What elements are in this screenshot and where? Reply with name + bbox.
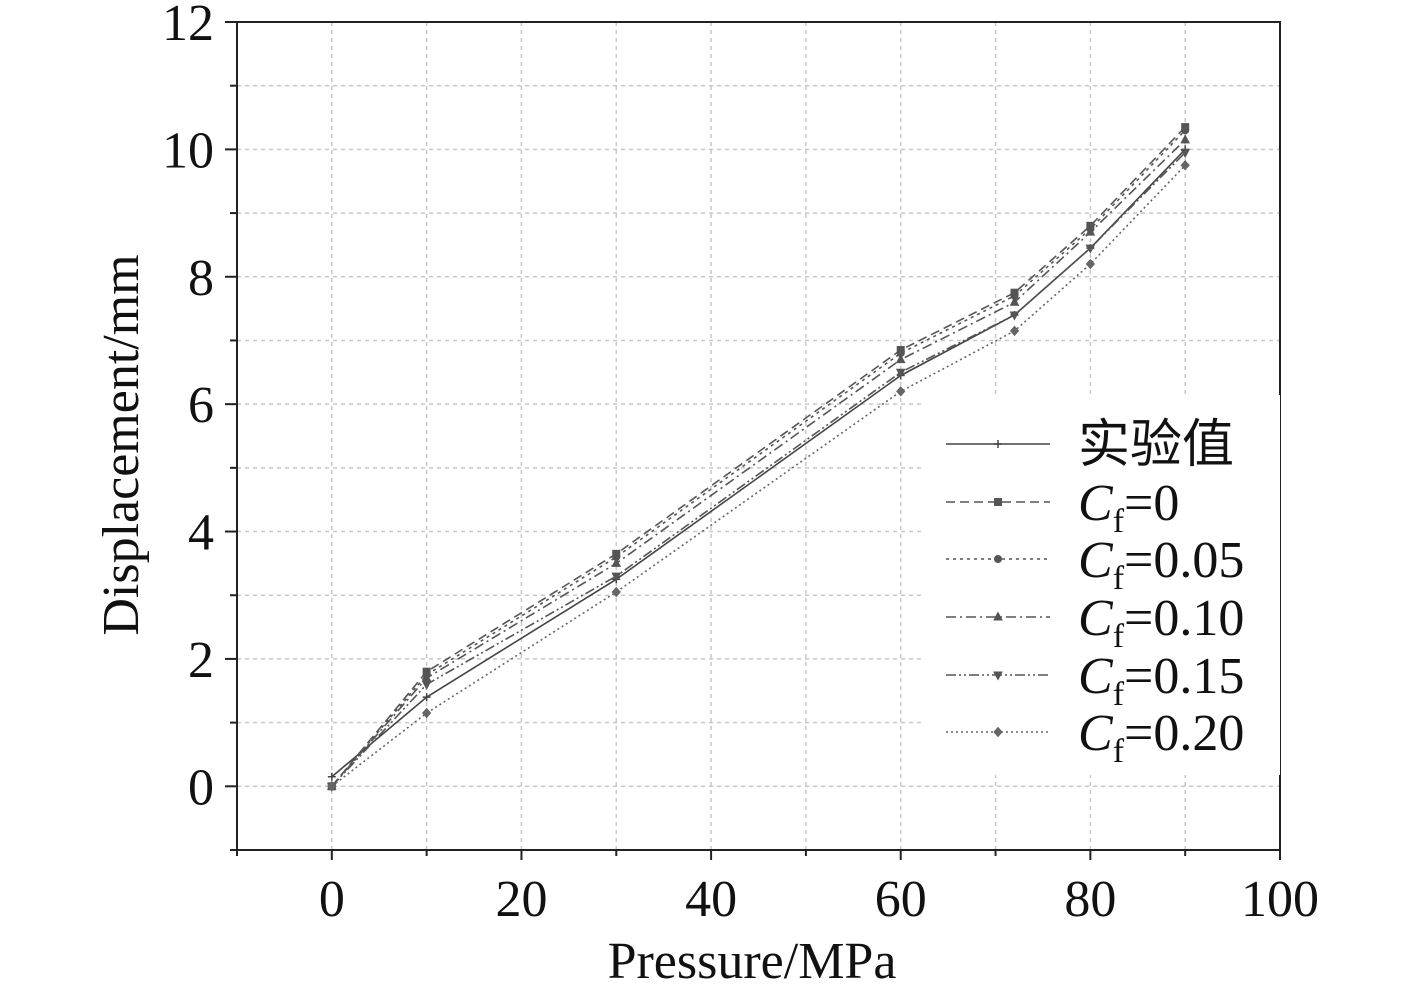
data-point <box>895 368 906 378</box>
legend-marker <box>993 611 1003 621</box>
legend-label-subscript: f <box>1113 503 1125 540</box>
legend-entry: Cf=0 <box>946 475 1179 540</box>
y-tick-label: 2 <box>188 632 214 689</box>
legend-label-main: C <box>1078 590 1114 647</box>
x-tick-label: 40 <box>685 871 737 928</box>
data-point <box>1181 126 1190 135</box>
legend-marker <box>993 726 1003 738</box>
data-point <box>895 354 906 364</box>
data-point <box>1009 311 1020 321</box>
data-point <box>421 680 432 690</box>
legend-label-value: =0.15 <box>1124 648 1244 705</box>
legend-entry: Cf=0.20 <box>946 705 1244 770</box>
y-tick-label: 8 <box>188 250 214 307</box>
legend-label-value: =0.10 <box>1124 590 1244 647</box>
x-tick-label: 0 <box>319 871 345 928</box>
legend-label: Cf=0.05 <box>1078 532 1244 597</box>
data-point <box>327 781 337 792</box>
legend-entry: Cf=0.10 <box>946 590 1244 655</box>
data-point <box>1085 244 1096 254</box>
legend-label-subscript: f <box>1113 676 1125 713</box>
legend-label-main: 实验值 <box>1078 417 1234 474</box>
data-point <box>1009 296 1020 306</box>
y-tick-label: 12 <box>162 0 214 52</box>
legend-label: Cf=0.20 <box>1078 705 1244 770</box>
legend-entry: 实验值 <box>946 417 1234 474</box>
series-5 <box>327 160 1190 792</box>
legend-label-value: =0.20 <box>1124 705 1244 762</box>
legend-label: 实验值 <box>1078 417 1234 474</box>
series-layer <box>326 123 1191 792</box>
data-point <box>1180 149 1191 159</box>
legend-entry: Cf=0.05 <box>946 532 1244 597</box>
legend-label-subscript: f <box>1113 560 1125 597</box>
legend-marker <box>994 555 1002 563</box>
y-tick-label: 6 <box>188 377 214 434</box>
legend-background <box>925 395 1280 775</box>
data-point <box>1085 226 1096 236</box>
x-tick-label: 60 <box>875 871 927 928</box>
axis-ticks: 0 20 40 60 80 100 0 2 4 6 8 10 12 <box>162 0 1319 928</box>
x-axis-label: Pressure/MPa <box>608 933 897 984</box>
legend-entry: Cf=0.15 <box>946 648 1244 713</box>
legend-label: Cf=0 <box>1078 475 1179 540</box>
legend-label-main: C <box>1078 648 1114 705</box>
legend-label-main: C <box>1078 475 1114 532</box>
legend-label-subscript: f <box>1113 618 1125 655</box>
data-point <box>421 707 432 719</box>
x-tick-label: 20 <box>495 871 547 928</box>
grid <box>237 22 1280 850</box>
legend-label-subscript: f <box>1113 733 1125 770</box>
legend-label-value: =0.05 <box>1124 532 1244 589</box>
y-tick-label: 0 <box>188 759 214 816</box>
series-3 <box>326 134 1191 790</box>
legend-marker <box>993 671 1003 681</box>
legend-label-main: C <box>1078 705 1114 762</box>
y-tick-label: 4 <box>188 505 214 562</box>
y-axis-label: Displacement/mm <box>93 254 150 635</box>
legend-label: Cf=0.15 <box>1078 648 1244 713</box>
data-point <box>896 386 906 397</box>
data-point <box>611 572 622 582</box>
data-point <box>1009 325 1020 337</box>
data-point <box>1180 134 1191 144</box>
data-point <box>1085 258 1096 270</box>
data-point <box>611 586 621 598</box>
data-point <box>1180 160 1190 171</box>
legend-label: Cf=0.10 <box>1078 590 1244 655</box>
legend-label-main: C <box>1078 532 1114 589</box>
legend-marker <box>994 498 1002 506</box>
data-point <box>611 557 622 567</box>
legend-label-value: =0 <box>1124 475 1179 532</box>
x-tick-label: 100 <box>1241 871 1319 928</box>
x-tick-label: 80 <box>1064 871 1116 928</box>
y-tick-label: 10 <box>162 122 214 179</box>
